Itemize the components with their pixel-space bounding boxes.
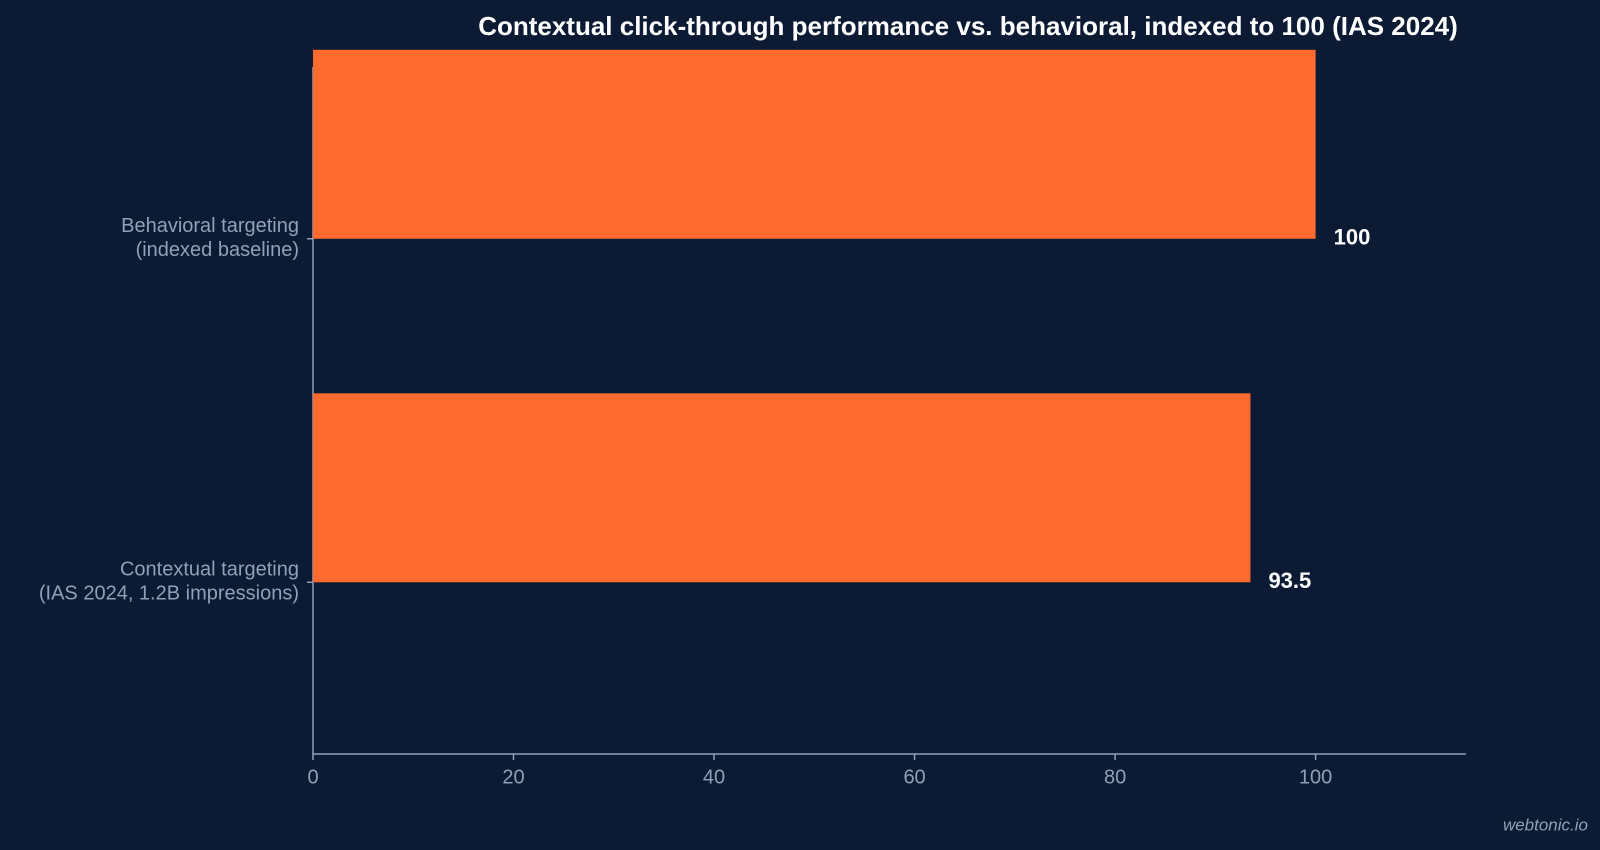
y-tick-label: (indexed baseline) bbox=[136, 239, 299, 261]
x-tick-label: 0 bbox=[307, 766, 318, 788]
x-tick-label: 60 bbox=[903, 766, 925, 788]
watermark: webtonic.io bbox=[1503, 815, 1588, 834]
y-tick-label: Contextual targeting bbox=[120, 559, 299, 581]
y-tick-label: (IAS 2024, 1.2B impressions) bbox=[39, 583, 299, 605]
x-tick-label: 100 bbox=[1299, 766, 1332, 788]
chart-title: Contextual click-through performance vs.… bbox=[478, 11, 1458, 41]
bar bbox=[313, 49, 1316, 239]
x-tick-label: 80 bbox=[1104, 766, 1126, 788]
x-tick-label: 40 bbox=[703, 766, 725, 788]
x-tick-label: 20 bbox=[502, 766, 524, 788]
value-label: 100 bbox=[1334, 225, 1371, 250]
value-label: 93.5 bbox=[1268, 568, 1311, 593]
y-tick-label: Behavioral targeting bbox=[121, 215, 299, 237]
bar bbox=[313, 393, 1251, 583]
